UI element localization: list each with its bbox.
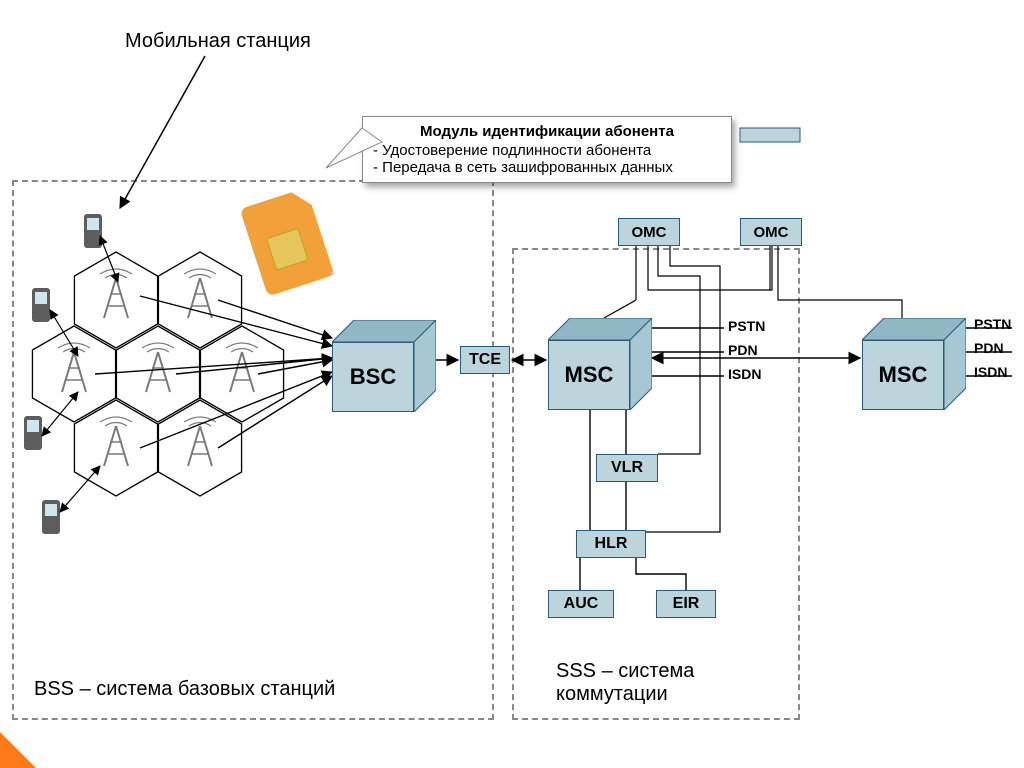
- slide-accent-corner: [0, 732, 36, 768]
- callout-tail: [0, 0, 1024, 768]
- diagram-canvas: BSS – система базовых станций SSS – сист…: [0, 0, 1024, 768]
